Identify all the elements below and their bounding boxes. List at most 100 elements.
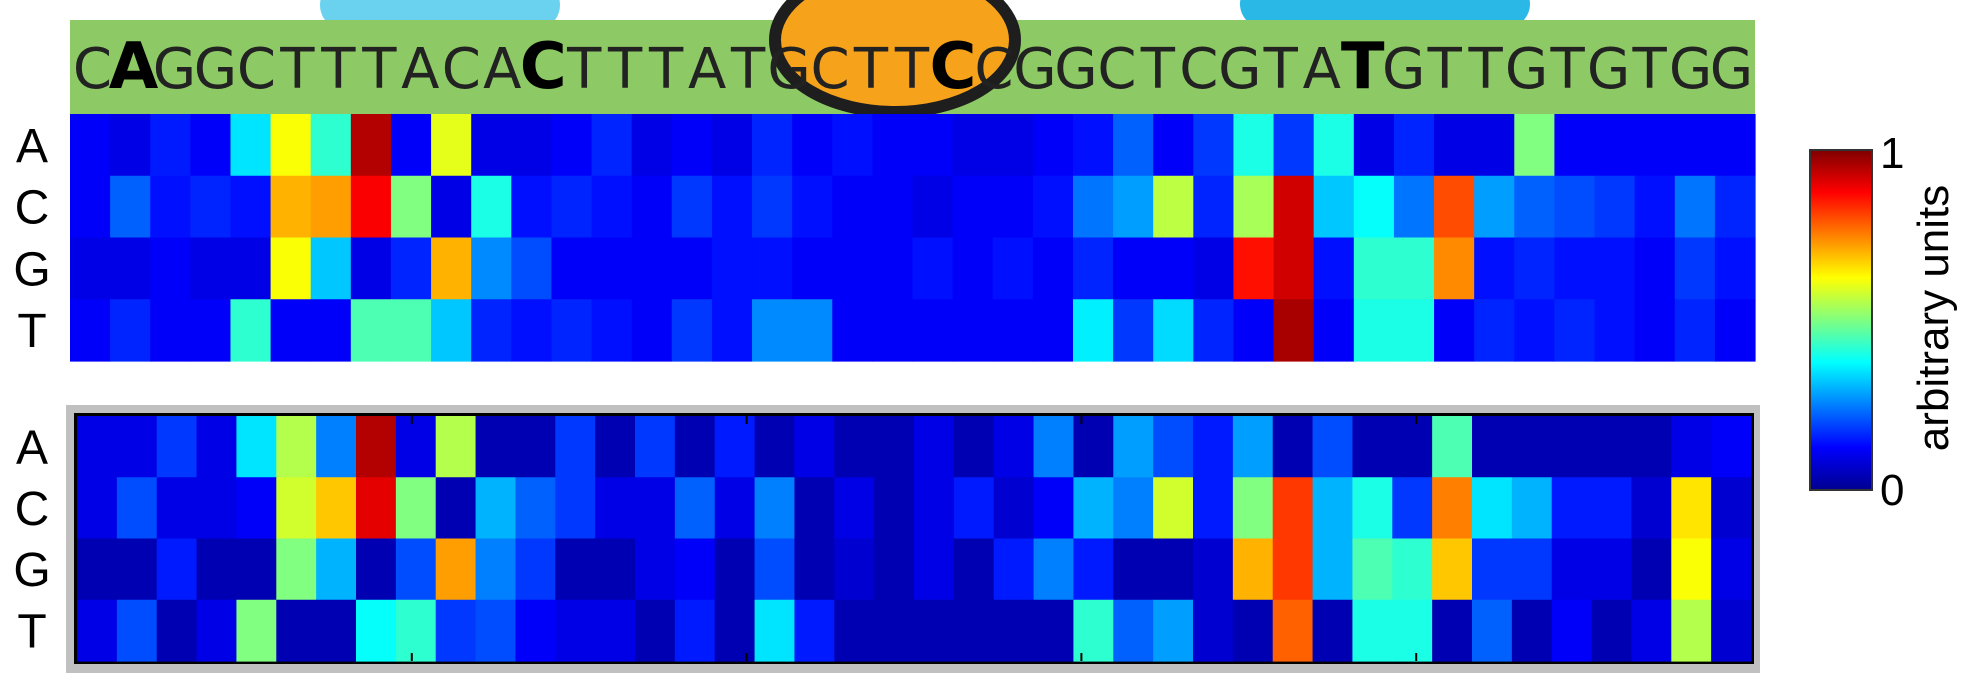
heatmap-bottom-cell-C-9 (435, 477, 477, 540)
heatmap-top-cell-C-25 (1072, 175, 1114, 239)
heatmap-bottom-cell-T-17 (754, 599, 796, 662)
heatmap-top-cell-T-0 (70, 299, 111, 362)
heatmap-bottom-cell-C-17 (754, 477, 796, 540)
heatmap-bottom-cell-A-30 (1272, 416, 1314, 478)
heatmap-top-cell-G-30 (1273, 237, 1315, 300)
heatmap-bottom-cell-A-6 (316, 416, 357, 478)
heatmap-bottom-cell-C-16 (714, 477, 756, 540)
heatmap-bottom-cell-A-35 (1472, 416, 1513, 478)
heatmap-ticks (410, 416, 1418, 661)
heatmap-bottom-cell-T-34 (1432, 599, 1473, 662)
heatmap-top-cell-T-17 (752, 299, 793, 362)
sequence-base: T (361, 37, 397, 102)
heatmap-top-cell-C-38 (1594, 175, 1636, 239)
heatmap-bottom-cell-G-7 (356, 538, 397, 601)
heatmap-bottom-cell-G-3 (196, 538, 238, 601)
heatmap-top-cell-T-38 (1594, 299, 1636, 362)
heatmap-top-cell-A-11 (511, 114, 553, 177)
sequence-base: T (894, 37, 930, 102)
heatmap-bottom-cell-G-30 (1272, 538, 1314, 601)
row-label-A: A (16, 120, 48, 173)
heatmap-bottom-cell-A-31 (1312, 416, 1354, 478)
heatmap-bottom-cell-C-18 (794, 477, 835, 540)
heatmap-bottom-cell-C-4 (236, 477, 277, 540)
heatmap-bottom-cell-G-1 (116, 538, 158, 601)
heatmap-top-cell-C-11 (511, 175, 553, 239)
heatmap-bottom-cell-G-20 (874, 538, 915, 601)
heatmap-bottom-cell-T-26 (1113, 599, 1154, 662)
heatmap-top-cell-T-5 (270, 299, 312, 362)
heatmap-top-cell-A-7 (350, 114, 392, 177)
heatmap-top-cell-A-18 (792, 114, 833, 177)
heatmap-top-cell-T-9 (431, 299, 472, 362)
heatmap-bottom-cell-A-7 (356, 416, 397, 478)
heatmap-bottom-cell-T-14 (635, 599, 676, 662)
heatmap-predicted (70, 114, 1756, 362)
heatmap-top-cell-G-2 (150, 237, 191, 300)
heatmap-bottom-cell-G-33 (1392, 538, 1433, 601)
sequence-base: G (1710, 37, 1753, 102)
heatmap-bottom-cell-A-23 (993, 416, 1035, 478)
heatmap-top-cell-T-40 (1674, 299, 1716, 362)
heatmap-bottom-cell-A-37 (1551, 416, 1593, 478)
heatmap-bottom-cell-C-28 (1193, 477, 1234, 540)
heatmap-top-cell-A-22 (952, 114, 994, 177)
sequence-base: T (566, 37, 602, 102)
heatmap-bottom-cell-C-33 (1392, 477, 1433, 540)
heatmap-bottom-cell-G-29 (1232, 538, 1274, 601)
heatmap-bottom-cell-G-12 (555, 538, 596, 601)
heatmap-bottom-cell-T-9 (435, 599, 477, 662)
heatmap-bottom-cell-A-33 (1392, 416, 1433, 478)
heatmap-bottom-cell-C-25 (1073, 477, 1114, 540)
heatmap-bottom-cell-A-38 (1591, 416, 1633, 478)
heatmap-bottom-cell-C-20 (874, 477, 915, 540)
heatmap-bottom-cell-C-30 (1272, 477, 1314, 540)
heatmap-bottom-cell-T-36 (1511, 599, 1553, 662)
heatmap-top-cell-T-27 (1153, 299, 1194, 362)
heatmap-bottom-cell-C-22 (953, 477, 995, 540)
heatmap-top-cell-T-34 (1434, 299, 1475, 362)
sequence-base: T (320, 37, 356, 102)
heatmap-bottom-cell-C-3 (196, 477, 238, 540)
heatmap-top-cell-A-14 (631, 114, 673, 177)
heatmap-top-cell-G-28 (1193, 237, 1235, 300)
heatmap-bottom-cell-A-14 (635, 416, 676, 478)
heatmap-bottom-cell-T-28 (1193, 599, 1234, 662)
heatmap-bottom-cell-G-9 (435, 538, 477, 601)
heatmap-bottom-cell-G-23 (993, 538, 1035, 601)
sequence-base: A (1303, 37, 1341, 102)
heatmap-top-cell-A-5 (270, 114, 312, 177)
heatmap-top-cell-C-36 (1514, 175, 1556, 239)
sequence-base: C (237, 37, 276, 102)
heatmap-bottom-cell-T-3 (196, 599, 238, 662)
heatmap-top-cell-C-17 (752, 175, 793, 239)
heatmap-top-cell-A-39 (1634, 114, 1676, 177)
heatmap-top-cell-C-19 (832, 175, 873, 239)
heatmap-bottom-cell-T-20 (874, 599, 915, 662)
sequence-base: T (648, 37, 684, 102)
sequence-base: T (853, 37, 889, 102)
heatmap-bottom-cell-G-17 (754, 538, 796, 601)
heatmap-bottom-cell-T-15 (674, 599, 716, 662)
heatmap-bottom-cell-A-40 (1671, 416, 1712, 478)
heatmap-top-cell-G-35 (1474, 237, 1515, 300)
heatmap-bottom-cell-T-30 (1272, 599, 1314, 662)
heatmap-top-cell-T-24 (1032, 299, 1074, 362)
heatmap-top-cell-C-6 (310, 175, 352, 239)
heatmap-bottom-cell-G-8 (395, 538, 437, 601)
heatmap-bottom-cell-G-15 (674, 538, 716, 601)
sequence-base: A (109, 30, 159, 104)
heatmap-top-cell-A-20 (872, 114, 914, 177)
sequence-base: G (1669, 37, 1712, 102)
heatmap-top-cell-G-19 (832, 237, 873, 300)
heatmap-top-cell-G-25 (1072, 237, 1114, 300)
heatmap-top-cell-T-35 (1474, 299, 1515, 362)
heatmap-top-cell-C-39 (1634, 175, 1676, 239)
heatmap-top-cell-G-33 (1393, 237, 1435, 300)
heatmap-bottom-cell-C-14 (635, 477, 676, 540)
heatmap-top-cell-T-22 (952, 299, 994, 362)
heatmap-top-cell-C-27 (1153, 175, 1194, 239)
heatmap-bottom-cell-T-40 (1671, 599, 1712, 662)
heatmap-bottom-cell-T-25 (1073, 599, 1114, 662)
heatmap-bottom-cell-C-13 (595, 477, 636, 540)
